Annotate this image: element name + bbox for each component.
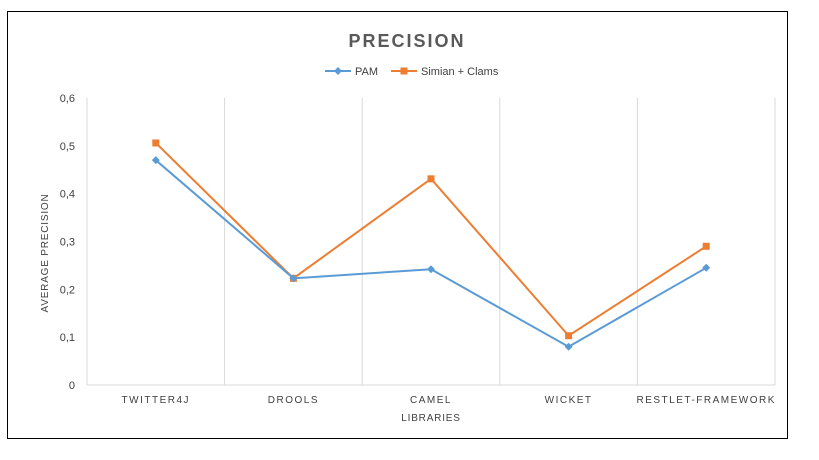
y-tick-label: 0,2 xyxy=(60,284,75,296)
data-point xyxy=(427,175,435,183)
legend-label: PAM xyxy=(355,66,378,78)
legend-item: PAM xyxy=(325,66,378,78)
data-point xyxy=(564,342,573,351)
data-point xyxy=(152,139,160,147)
y-axis-label: AVERAGE PRECISION xyxy=(40,194,51,313)
legend: PAM Simian + Clams xyxy=(325,66,499,78)
y-tick-label: 0,6 xyxy=(60,93,75,105)
series-line xyxy=(155,159,707,348)
x-tick-label: CAMEL xyxy=(410,395,452,406)
y-tick-label: 0,4 xyxy=(60,189,75,201)
x-axis-ticks: TWITTER4J DROOLS CAMEL WICKET RESTLET-FRAMEW… xyxy=(122,395,775,406)
y-tick-label: 0,1 xyxy=(60,332,75,344)
x-tick-label: WICKET xyxy=(545,395,593,406)
chart-title: PRECISION xyxy=(348,31,465,51)
legend-item: Simian + Clams xyxy=(391,66,499,78)
series-pam xyxy=(151,156,711,351)
data-point xyxy=(151,156,160,165)
data-point xyxy=(565,332,573,340)
y-tick-label: 0,5 xyxy=(60,141,75,153)
data-point xyxy=(289,274,298,283)
data-point xyxy=(702,263,711,272)
data-point xyxy=(334,67,342,75)
x-tick-label: TWITTER4J xyxy=(122,395,191,406)
legend-label: Simian + Clams xyxy=(421,66,499,78)
x-tick-label: DROOLS xyxy=(268,395,319,406)
data-point xyxy=(427,265,435,274)
chart-frame: PRECISION PAM Simian + Clams 0 0,1 0,2 0,3 0,… xyxy=(7,11,788,439)
x-tick-label: RESTLET-FRAMEWORK xyxy=(636,395,775,406)
y-axis-ticks: 0 0,1 0,2 0,3 0,4 0,5 0,6 xyxy=(60,93,75,392)
series-line xyxy=(155,142,707,338)
series-simian-clams xyxy=(152,139,710,340)
gridlines xyxy=(86,98,776,386)
data-point xyxy=(702,242,710,250)
y-tick-label: 0,3 xyxy=(60,237,75,249)
series-group xyxy=(151,139,711,351)
chart-svg: PRECISION PAM Simian + Clams 0 0,1 0,2 0,3 0,… xyxy=(40,31,776,424)
y-tick-label: 0 xyxy=(69,380,75,392)
x-axis-label: LIBRARIES xyxy=(401,413,460,424)
data-point xyxy=(400,67,408,75)
